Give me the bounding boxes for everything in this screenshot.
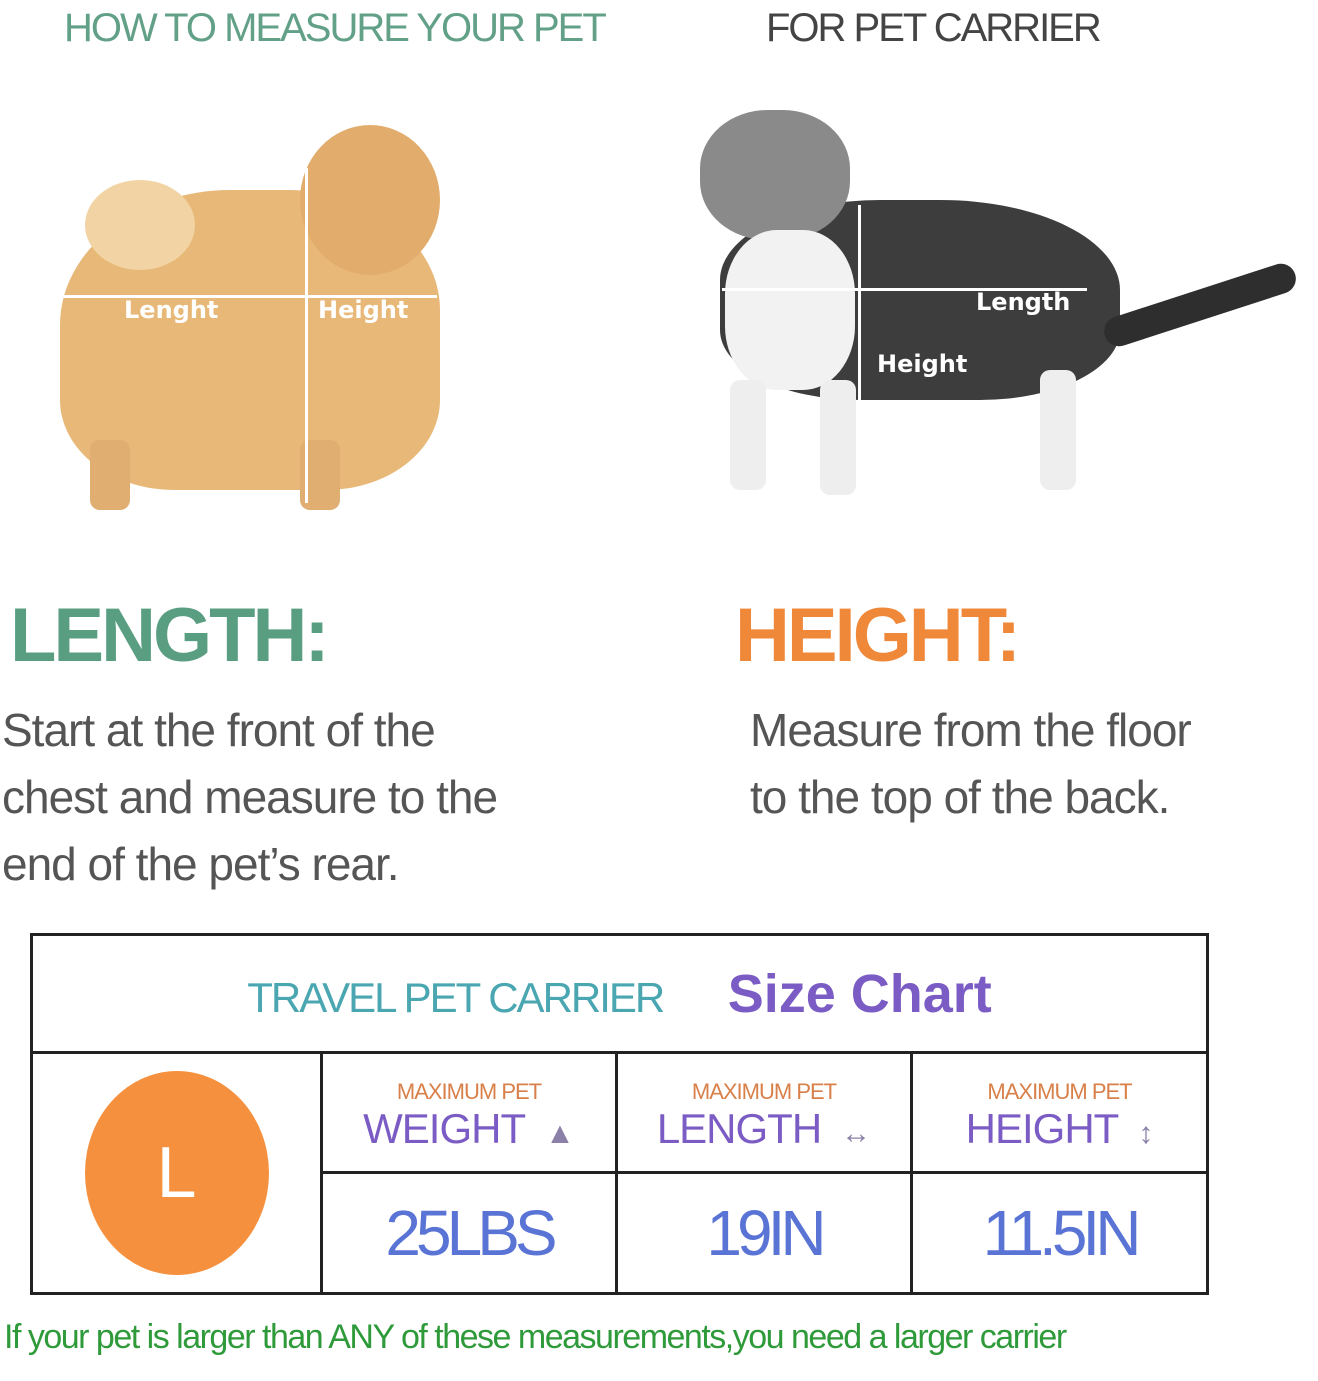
height-value: 11.5IN xyxy=(982,1197,1142,1269)
weight-header: MAXIMUM PET WEIGHT ▲ xyxy=(320,1051,618,1174)
vertical-arrow-icon: ↕ xyxy=(1138,1116,1154,1150)
weight-icon: ▲ xyxy=(545,1116,575,1150)
chart-brand: TRAVEL PET CARRIER xyxy=(247,973,665,1021)
dog-length-label: Lenght xyxy=(124,296,219,324)
height-heading: HEIGHT: xyxy=(735,593,1021,678)
length-description: Start at the front of the chest and measu… xyxy=(2,704,498,890)
cat-height-label: Height xyxy=(877,350,968,378)
height-description: Measure from the floor to the top of the … xyxy=(750,704,1192,823)
height-header: MAXIMUM PET HEIGHT ↕ xyxy=(909,1051,1210,1174)
horizontal-arrow-icon: ↔ xyxy=(841,1116,872,1150)
length-heading: LENGTH: xyxy=(10,593,330,678)
length-header: MAXIMUM PET LENGTH ↔ xyxy=(615,1051,913,1174)
dog-height-label: Height xyxy=(318,296,409,324)
weight-value: 25LBS xyxy=(385,1197,557,1269)
chart-title: Size Chart xyxy=(727,963,992,1024)
page-title: HOW TO MEASURE YOUR PET xyxy=(64,6,607,50)
size-chart: TRAVEL PET CARRIER Size Chart L MAXIMUM … xyxy=(29,933,1210,1295)
cat-length-label: Length xyxy=(976,288,1071,316)
length-value: 19IN xyxy=(706,1197,826,1269)
size-badge: L xyxy=(84,1071,269,1275)
page-subtitle: FOR PET CARRIER xyxy=(766,6,1102,50)
footer-note: If your pet is larger than ANY of these … xyxy=(4,1318,1067,1356)
